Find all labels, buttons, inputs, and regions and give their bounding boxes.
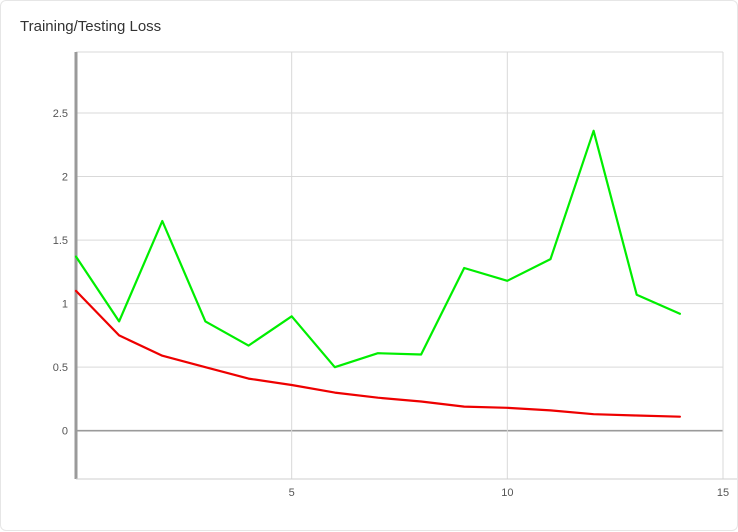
x-tick-label: 10	[501, 487, 513, 499]
y-tick-label: 2.5	[53, 108, 68, 120]
y-tick-label: 0.5	[53, 362, 68, 374]
series	[74, 129, 682, 418]
y-tick-label: 2	[62, 172, 68, 184]
y-tick-label: 1.5	[53, 235, 68, 247]
tick-labels: 0 0.5 1 1.5 2 2.5 5 10 15	[53, 108, 729, 499]
y-tick-label: 1	[62, 299, 68, 311]
x-tick-label: 5	[289, 487, 295, 499]
series-line-2	[74, 289, 682, 418]
chart-title: Training/Testing Loss	[20, 18, 162, 35]
y-tick-label: 0	[62, 426, 68, 438]
x-tick-label: 15	[717, 487, 729, 499]
series-line-1	[74, 129, 682, 369]
grid	[76, 51, 724, 479]
axes	[74, 52, 737, 480]
